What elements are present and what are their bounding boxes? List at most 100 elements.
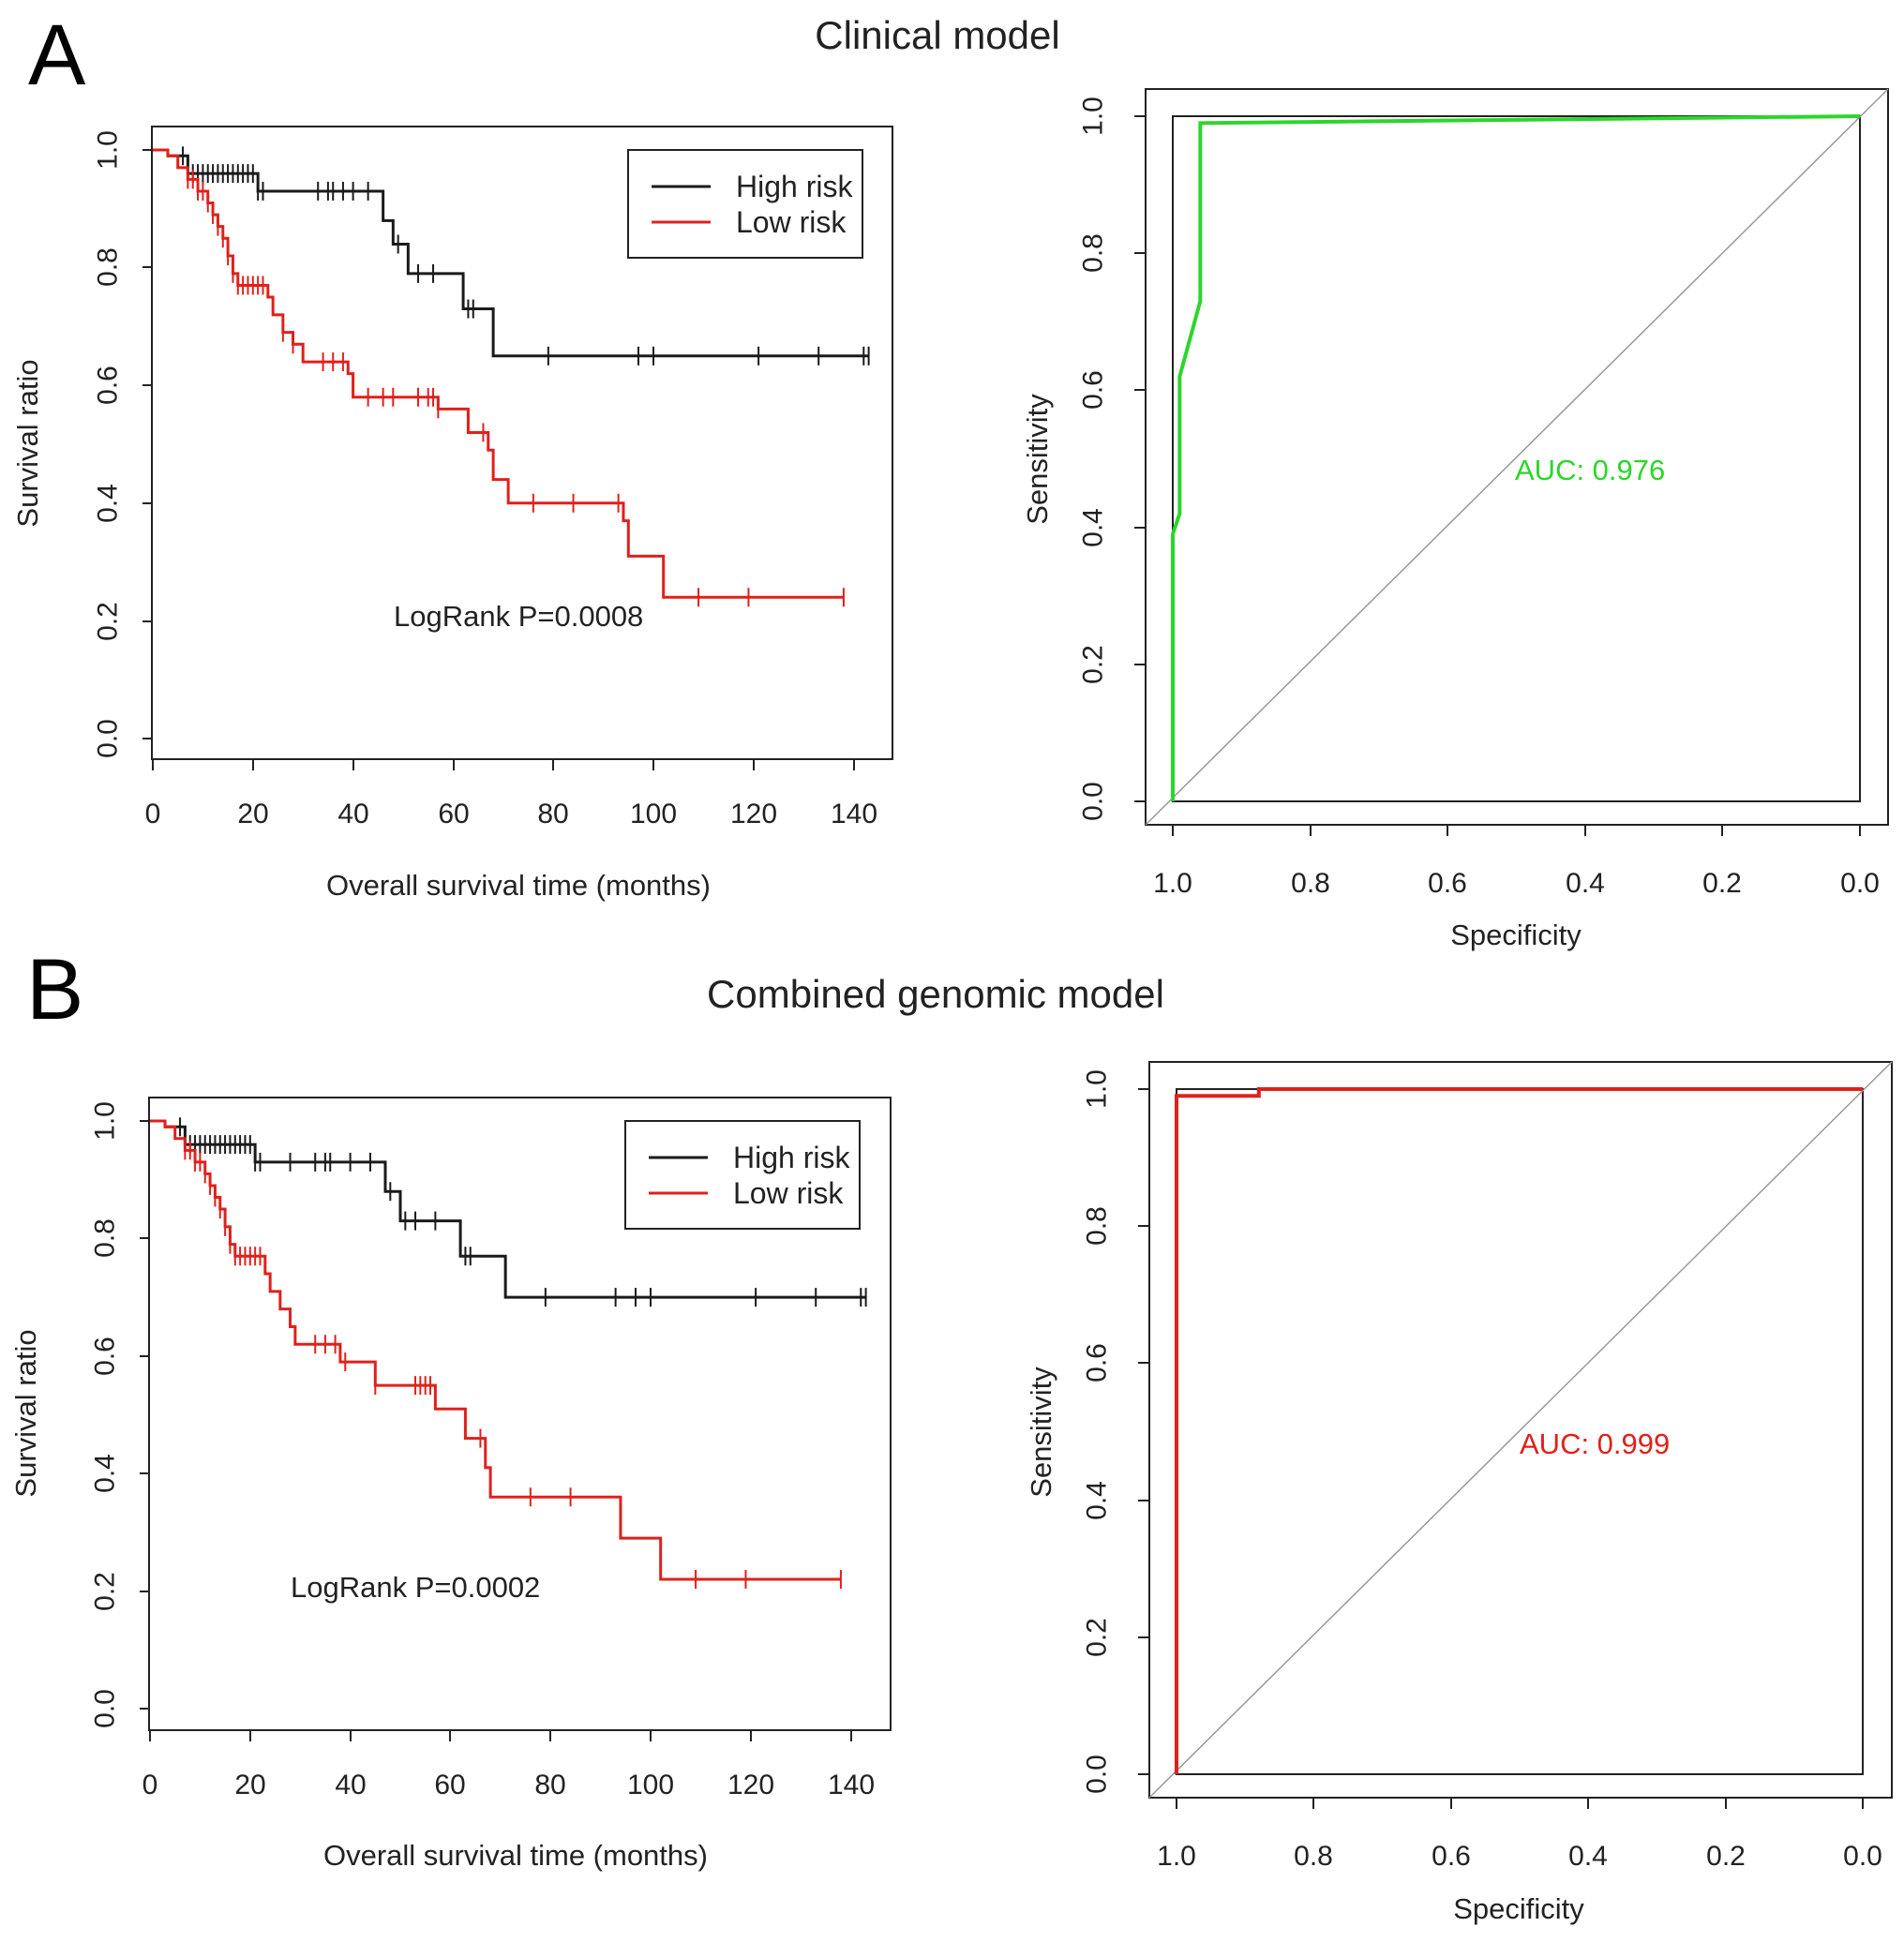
- km-y-tick-label: 0.4: [90, 1454, 121, 1493]
- roc-x-tick-b: 1.0: [1157, 1798, 1196, 1872]
- auc-label-a: AUC: 0.976: [1515, 454, 1665, 486]
- roc-x-tick-b: 0.4: [1568, 1798, 1608, 1872]
- km-y-tick-label: 0.6: [93, 366, 124, 405]
- km-y-tick-label: 0.2: [93, 602, 124, 641]
- km-y-tick-label: 1.0: [93, 130, 124, 170]
- roc-x-tick-a: 0.0: [1840, 825, 1880, 899]
- roc-y-tick-a: 0.8: [1078, 233, 1146, 273]
- km-x-tick-a: 80: [537, 759, 569, 829]
- roc-y-tick-a: 0.4: [1078, 508, 1146, 547]
- km-y-tick-label: 0.8: [90, 1218, 121, 1258]
- km-x-tick-label: 80: [537, 799, 568, 829]
- roc-x-tick-a: 0.6: [1428, 825, 1467, 899]
- km-x-tick-label: 120: [730, 799, 777, 829]
- km-plot-frame-a: [151, 126, 893, 760]
- roc-x-tick-label: 0.8: [1294, 1841, 1333, 1872]
- roc-x-tick-a: 1.0: [1153, 825, 1192, 899]
- roc-x-tick-label: 0.8: [1291, 868, 1330, 899]
- auc-label-b: AUC: 0.999: [1520, 1427, 1670, 1460]
- legend-label-low-risk: Low risk: [733, 1176, 844, 1210]
- km-y-tick-a: 0.0: [93, 719, 152, 758]
- km-y-tick-label: 0.0: [90, 1689, 121, 1728]
- km-x-tick-a: 40: [337, 759, 369, 829]
- roc-x-tick-b: 0.6: [1432, 1798, 1471, 1872]
- km-y-tick-label: 0.0: [93, 719, 124, 758]
- roc-y-tick-label: 1.0: [1082, 1069, 1113, 1109]
- roc-x-tick-b: 0.0: [1843, 1798, 1882, 1872]
- roc-y-axis-label-b: Sensitivity: [1025, 1367, 1057, 1498]
- km-y-tick-b: 0.8: [90, 1218, 149, 1258]
- km-y-tick-a: 0.8: [93, 247, 152, 287]
- roc-x-tick-label: 0.4: [1568, 1841, 1608, 1872]
- km-curve-low-risk: [150, 1119, 841, 1581]
- roc-y-tick-label: 1.0: [1078, 97, 1109, 136]
- km-axis-ticks-b: 0.0 0.2 0.4 0.6 0.8 1.0 0 20 40 60 80 10…: [90, 1101, 876, 1800]
- km-x-tick-label: 100: [627, 1770, 674, 1800]
- roc-y-tick-a: 1.0: [1078, 97, 1146, 136]
- roc-y-tick-label: 0.8: [1078, 233, 1109, 273]
- logrank-annotation-a: LogRank P=0.0008: [394, 600, 643, 633]
- roc-x-tick-label: 0.2: [1706, 1841, 1746, 1872]
- km-x-tick-label: 40: [335, 1770, 366, 1800]
- roc-x-tick-label: 0.2: [1702, 868, 1742, 899]
- roc-x-tick-label: 0.0: [1843, 1841, 1882, 1872]
- km-y-tick-label: 0.6: [90, 1337, 121, 1376]
- km-x-tick-a: 120: [730, 759, 777, 829]
- roc-x-axis-label-b: Specificity: [1453, 1892, 1584, 1925]
- roc-y-tick-label: 0.8: [1082, 1206, 1113, 1246]
- roc-plot-b: 0.0 0.2 0.4 0.6 0.8 1.0 1.0 0.8 0.6 0.4 …: [1025, 1061, 1893, 1925]
- roc-y-tick-b: 0.8: [1082, 1206, 1149, 1246]
- roc-y-tick-label: 0.6: [1078, 370, 1109, 410]
- km-y-tick-label: 0.4: [93, 484, 124, 523]
- roc-y-tick-label: 0.0: [1082, 1755, 1113, 1794]
- km-x-tick-label: 140: [828, 1770, 875, 1800]
- roc-axis-ticks-b: 0.0 0.2 0.4 0.6 0.8 1.0 1.0 0.8 0.6 0.4 …: [1082, 1069, 1882, 1872]
- roc-x-tick-b: 0.2: [1706, 1798, 1746, 1872]
- km-x-tick-label: 100: [630, 799, 677, 829]
- km-x-axis-label-b: Overall survival time (months): [323, 1839, 708, 1872]
- roc-y-tick-b: 0.4: [1082, 1481, 1149, 1520]
- roc-plot-a: 0.0 0.2 0.4 0.6 0.8 1.0 1.0 0.8 0.6 0.4 …: [1021, 88, 1889, 951]
- km-y-tick-label: 0.2: [90, 1572, 121, 1611]
- km-y-axis-label-b: Survival ratio: [9, 1329, 42, 1497]
- panel-letter-b: B: [26, 942, 83, 1038]
- km-legend-a: High risk Low risk: [627, 149, 863, 259]
- roc-x-tick-a: 0.4: [1566, 825, 1605, 899]
- km-curves-b: [150, 1117, 867, 1590]
- km-x-tick-b: 80: [534, 1730, 566, 1800]
- roc-y-tick-a: 0.0: [1078, 782, 1146, 821]
- km-x-tick-label: 80: [534, 1770, 565, 1800]
- km-x-tick-label: 60: [434, 1770, 465, 1800]
- roc-diagonal-a: [1145, 88, 1889, 826]
- km-x-tick-label: 20: [237, 799, 268, 829]
- roc-unit-box-a: [1172, 115, 1861, 802]
- roc-y-axis-label-a: Sensitivity: [1021, 394, 1054, 525]
- km-axis-ticks-a: 0.0 0.2 0.4 0.6 0.8 1.0 0 20 40 60 80 10…: [93, 130, 878, 829]
- legend-box: [627, 149, 863, 259]
- km-plot-a: 0.0 0.2 0.4 0.6 0.8 1.0 0 20 40 60 80 10…: [11, 126, 893, 902]
- roc-x-tick-label: 0.0: [1840, 868, 1880, 899]
- km-x-tick-b: 120: [727, 1730, 774, 1800]
- km-x-axis-label-a: Overall survival time (months): [326, 869, 711, 902]
- panel-letter-a: A: [28, 7, 86, 103]
- roc-curve-line: [1171, 114, 1861, 801]
- km-x-tick-label: 0: [145, 799, 161, 829]
- roc-plot-frame-b: [1148, 1061, 1893, 1799]
- roc-y-tick-a: 0.2: [1078, 645, 1146, 684]
- km-y-tick-b: 0.6: [90, 1337, 149, 1376]
- km-y-tick-b: 0.4: [90, 1454, 149, 1493]
- km-x-tick-a: 100: [630, 759, 677, 829]
- km-y-tick-b: 0.0: [90, 1689, 149, 1728]
- km-x-tick-b: 20: [234, 1730, 266, 1800]
- roc-x-tick-label: 0.4: [1566, 868, 1605, 899]
- km-y-tick-a: 0.4: [93, 484, 152, 523]
- km-y-tick-a: 0.2: [93, 602, 152, 641]
- legend-label-high-risk: High risk: [733, 1141, 850, 1174]
- km-x-tick-label: 40: [337, 799, 368, 829]
- km-y-axis-label-a: Survival ratio: [11, 359, 44, 527]
- roc-x-tick-b: 0.8: [1294, 1798, 1333, 1872]
- km-plot-frame-b: [148, 1097, 892, 1731]
- legend-label-high-risk: High risk: [736, 170, 853, 203]
- km-x-tick-b: 100: [627, 1730, 674, 1800]
